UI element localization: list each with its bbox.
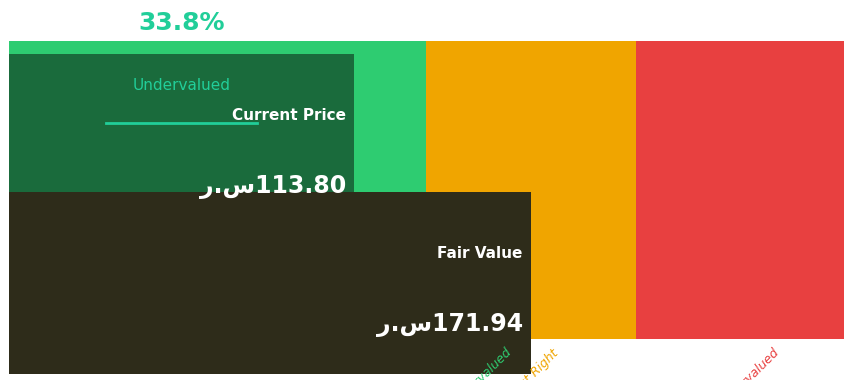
Text: 20% Undervalued: 20% Undervalued: [426, 347, 514, 380]
Bar: [9, 54, 354, 236]
Text: ر.س113.80: ر.س113.80: [199, 175, 346, 199]
Text: Current Price: Current Price: [232, 108, 346, 123]
Text: Undervalued: Undervalued: [132, 78, 230, 93]
Text: 20% Overvalued: 20% Overvalued: [698, 347, 780, 380]
Bar: [9, 192, 531, 374]
Text: 33.8%: 33.8%: [138, 11, 224, 35]
Text: ر.س171.94: ر.س171.94: [376, 313, 522, 337]
Text: Fair Value: Fair Value: [437, 246, 522, 261]
Text: About Right: About Right: [500, 347, 561, 380]
Bar: [9, 41, 426, 339]
Bar: [635, 41, 843, 339]
Bar: [426, 41, 635, 339]
